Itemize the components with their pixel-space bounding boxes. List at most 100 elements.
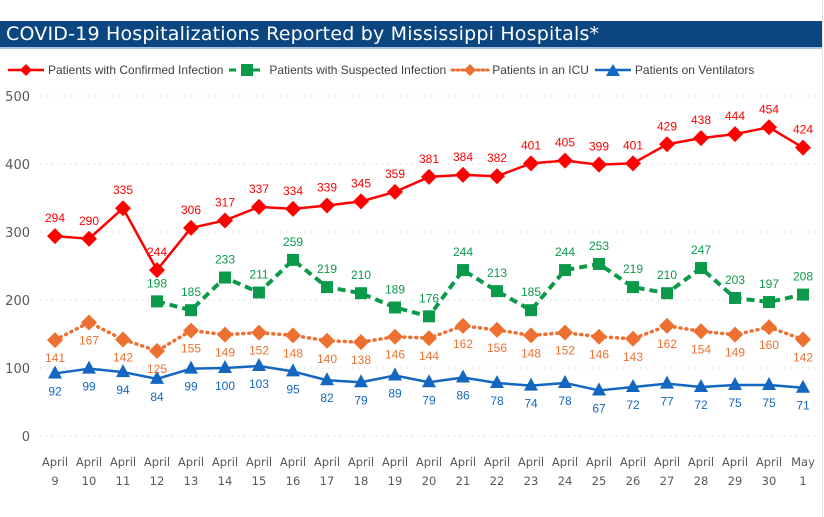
- data-label: 233: [215, 253, 235, 267]
- x-tick-label-day: 13: [184, 474, 199, 488]
- marker-square: [491, 285, 503, 298]
- x-tick-label-day: 14: [218, 474, 233, 488]
- marker-square: [627, 281, 639, 294]
- marker-diamond: [115, 200, 131, 217]
- marker-diamond: [557, 152, 573, 169]
- y-tick-label: 300: [5, 226, 30, 241]
- data-label: 444: [725, 109, 745, 123]
- x-tick-label-month: April: [280, 455, 306, 469]
- data-label: 211: [249, 268, 268, 282]
- marker-diamond: [353, 334, 369, 351]
- x-tick-label-day: 12: [150, 474, 165, 488]
- marker-diamond: [795, 139, 811, 156]
- x-tick-label-month: April: [314, 455, 340, 469]
- data-label: 149: [725, 346, 745, 360]
- data-label: 244: [453, 245, 473, 259]
- x-tick-label-month: April: [620, 455, 646, 469]
- marker-diamond: [115, 331, 131, 348]
- marker-triangle: [184, 360, 198, 374]
- data-label: 140: [317, 352, 337, 366]
- x-tick-label-day: 28: [694, 474, 709, 488]
- data-label: 198: [147, 276, 167, 290]
- marker-square: [729, 291, 741, 304]
- data-label: 72: [694, 398, 708, 412]
- data-label: 148: [283, 346, 303, 360]
- data-label: 317: [215, 195, 235, 209]
- data-label: 152: [555, 344, 575, 358]
- data-label: 210: [657, 268, 677, 282]
- marker-diamond: [251, 198, 267, 215]
- legend: Patients with Confirmed Infection Patien…: [6, 61, 758, 79]
- data-label: 294: [45, 211, 65, 225]
- marker-triangle: [524, 377, 538, 391]
- marker-triangle: [286, 363, 300, 377]
- marker-triangle: [82, 360, 96, 374]
- data-label: 72: [626, 398, 640, 412]
- data-label: 67: [592, 401, 606, 415]
- x-tick-label-month: April: [76, 455, 102, 469]
- data-label: 197: [759, 277, 779, 291]
- marker-diamond: [659, 136, 675, 153]
- marker-square: [253, 286, 265, 299]
- marker-triangle: [762, 377, 776, 390]
- marker-triangle: [354, 374, 368, 388]
- data-label: 99: [184, 380, 198, 394]
- data-label: 424: [793, 123, 813, 137]
- x-tick-label-month: April: [110, 455, 136, 469]
- marker-diamond: [489, 168, 505, 185]
- marker-triangle: [694, 379, 708, 393]
- marker-triangle: [592, 382, 606, 396]
- marker-square: [355, 287, 367, 300]
- data-label: 146: [589, 348, 609, 362]
- data-label: 148: [521, 346, 541, 360]
- data-label: 454: [759, 102, 779, 116]
- marker-diamond: [387, 183, 403, 200]
- y-tick-label: 0: [22, 430, 30, 445]
- data-label: 84: [150, 390, 164, 404]
- x-tick-label-day: 24: [558, 474, 573, 488]
- data-label: 345: [351, 176, 371, 190]
- marker-diamond: [489, 321, 505, 338]
- data-label: 71: [796, 399, 810, 413]
- data-label: 247: [691, 243, 711, 257]
- chart-title: COVID-19 Hospitalizations Reported by Mi…: [6, 23, 600, 45]
- data-label: 334: [283, 184, 303, 198]
- marker-diamond: [727, 126, 743, 143]
- marker-diamond: [183, 219, 199, 236]
- marker-square: [219, 271, 231, 284]
- data-label: 82: [320, 391, 334, 405]
- data-label: 219: [623, 262, 643, 276]
- data-label: 384: [453, 150, 473, 164]
- marker-diamond: [761, 319, 777, 336]
- marker-diamond: [47, 332, 63, 349]
- marker-diamond: [591, 156, 607, 173]
- data-label: 167: [79, 333, 99, 347]
- marker-diamond: [455, 166, 471, 183]
- y-tick-label: 200: [5, 294, 30, 309]
- data-label: 208: [793, 270, 813, 284]
- data-label: 359: [385, 167, 405, 181]
- legend-swatch-icu: [450, 64, 490, 76]
- marker-diamond: [183, 322, 199, 339]
- data-label: 399: [589, 140, 609, 154]
- x-tick-label-month: April: [688, 455, 714, 469]
- x-tick-label-month: April: [178, 455, 204, 469]
- marker-diamond: [217, 326, 233, 343]
- x-tick-label-day: 19: [388, 474, 403, 488]
- marker-diamond: [81, 314, 97, 331]
- marker-square: [593, 257, 605, 270]
- marker-diamond: [693, 323, 709, 340]
- data-label: 92: [48, 384, 62, 398]
- marker-diamond: [149, 262, 165, 279]
- marker-diamond: [523, 327, 539, 344]
- marker-diamond: [659, 317, 675, 334]
- data-label: 213: [487, 266, 507, 280]
- x-tick-label-day: 30: [762, 474, 777, 488]
- x-tick-label-month: April: [552, 455, 578, 469]
- marker-triangle: [660, 375, 674, 389]
- data-label: 401: [521, 138, 541, 152]
- marker-square: [185, 304, 197, 317]
- data-label: 244: [555, 245, 575, 259]
- data-label: 339: [317, 180, 337, 194]
